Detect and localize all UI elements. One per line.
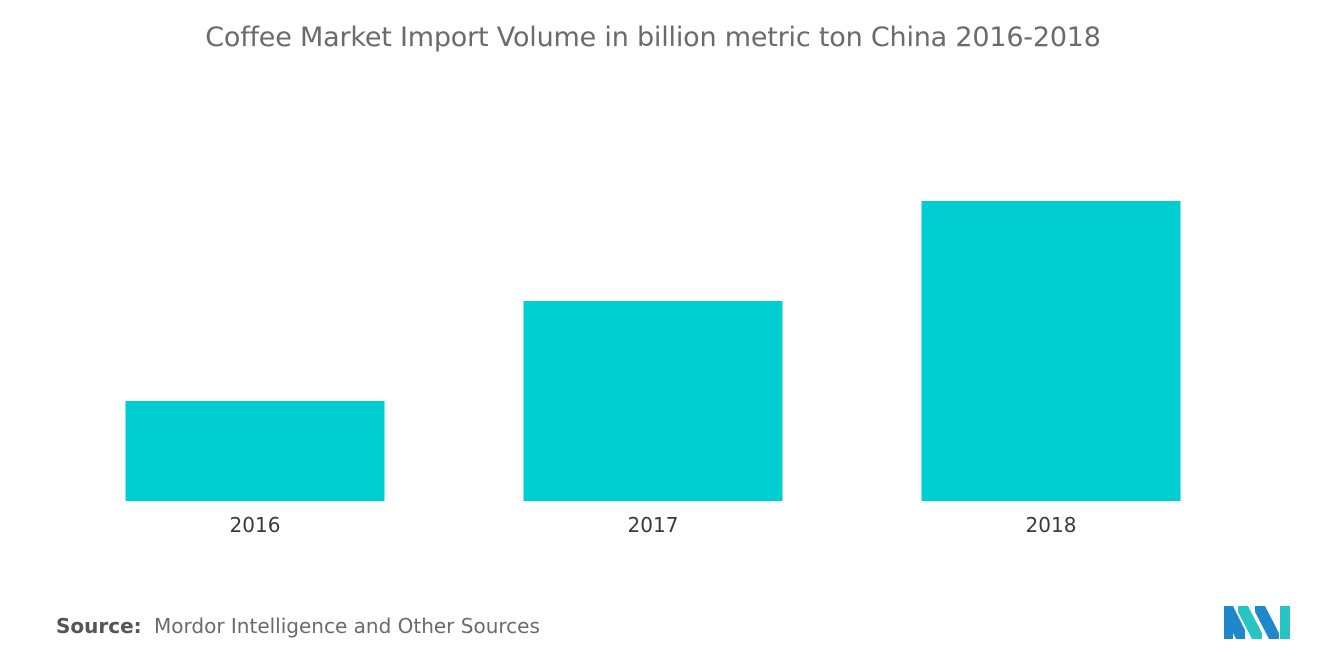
source-note: Source: Mordor Intelligence and Other So… [56,614,540,638]
chart-title: Coffee Market Import Volume in billion m… [205,22,1101,53]
bar-2016 [125,401,385,501]
source-text: Mordor Intelligence and Other Sources [154,614,540,638]
x-tick-label-2018: 2018 [1026,513,1077,537]
x-tick-label-2016: 2016 [230,513,281,537]
bar-2017 [523,301,783,501]
x-tick-labels: 2016 2017 2018 [230,513,1077,537]
x-tick-label-2017: 2017 [628,513,679,537]
mordor-intelligence-logo-icon [1224,606,1290,639]
source-label: Source: [56,614,142,638]
bar-2018 [921,201,1181,501]
bars-group [125,201,1181,501]
